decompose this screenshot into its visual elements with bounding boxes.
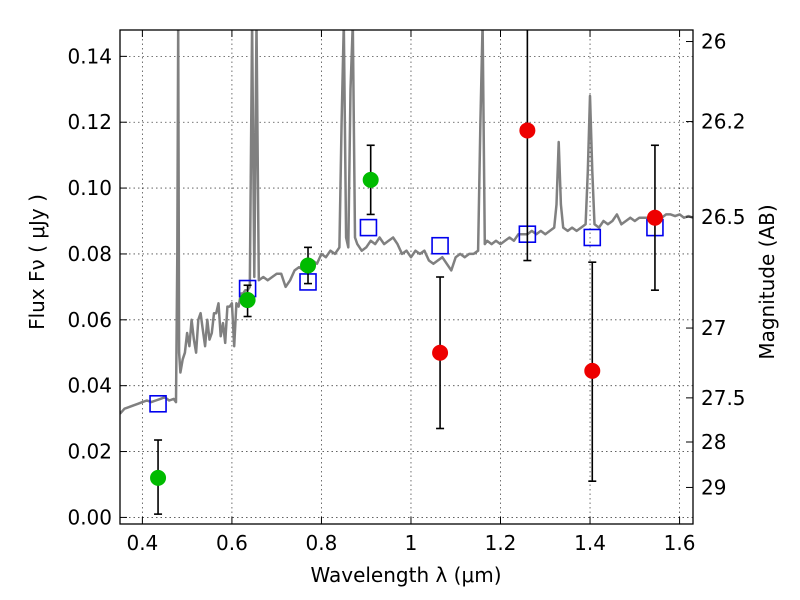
y-axis-label: Flux Fν ( μJy ) — [25, 194, 49, 330]
y-tick-label: 0.04 — [67, 374, 112, 398]
right-tick-label: 29 — [701, 475, 726, 499]
tick-layer: 0.4 0.6 0.8 1 1.2 1.4 1.6 0.00 0.02 0.04 0.06 0.08 0… — [67, 30, 745, 555]
marker-layer — [149, 30, 664, 515]
green-flux-point — [362, 171, 379, 188]
green-flux-point — [300, 257, 317, 274]
red-flux-point — [432, 344, 449, 361]
right-tick-label: 28 — [701, 430, 726, 454]
red-flux-point — [646, 209, 663, 226]
model-spectrum-line — [120, 30, 693, 415]
green-flux-point — [150, 469, 167, 486]
red-flux-point — [519, 122, 536, 139]
right-tick-label: 26 — [701, 30, 726, 54]
y-tick-label: 0.00 — [67, 505, 112, 529]
x-tick-label: 1.2 — [485, 531, 517, 555]
y-tick-label: 0.08 — [67, 242, 112, 266]
model-flux-square — [359, 218, 378, 237]
x-tick-label: 1.4 — [574, 531, 606, 555]
right-axis-label: Magnitude (AB) — [755, 204, 779, 359]
x-tick-label: 1 — [405, 531, 418, 555]
x-tick-label: 0.6 — [216, 531, 248, 555]
grid-layer — [120, 30, 693, 524]
right-tick-label: 26.2 — [701, 110, 746, 134]
model-flux-square — [431, 236, 449, 255]
y-tick-label: 0.12 — [67, 110, 112, 134]
right-tick-label: 26.5 — [701, 205, 746, 229]
x-tick-label: 1.6 — [664, 531, 696, 555]
x-tick-label: 0.4 — [126, 531, 158, 555]
right-tick-label: 27.5 — [701, 386, 746, 410]
plot-area — [120, 30, 693, 415]
right-tick-label: 27 — [701, 316, 726, 340]
y-tick-label: 0.10 — [67, 176, 112, 200]
plot-frame — [119, 29, 694, 525]
green-flux-point — [239, 292, 256, 309]
y-tick-label: 0.02 — [67, 440, 112, 464]
x-tick-label: 0.8 — [306, 531, 338, 555]
model-flux-square — [583, 228, 602, 247]
y-tick-label: 0.14 — [67, 44, 112, 68]
red-flux-point — [584, 362, 601, 379]
x-axis-label: Wavelength λ (μm) — [310, 563, 501, 587]
y-tick-label: 0.06 — [67, 308, 112, 332]
model-flux-square — [149, 394, 167, 413]
